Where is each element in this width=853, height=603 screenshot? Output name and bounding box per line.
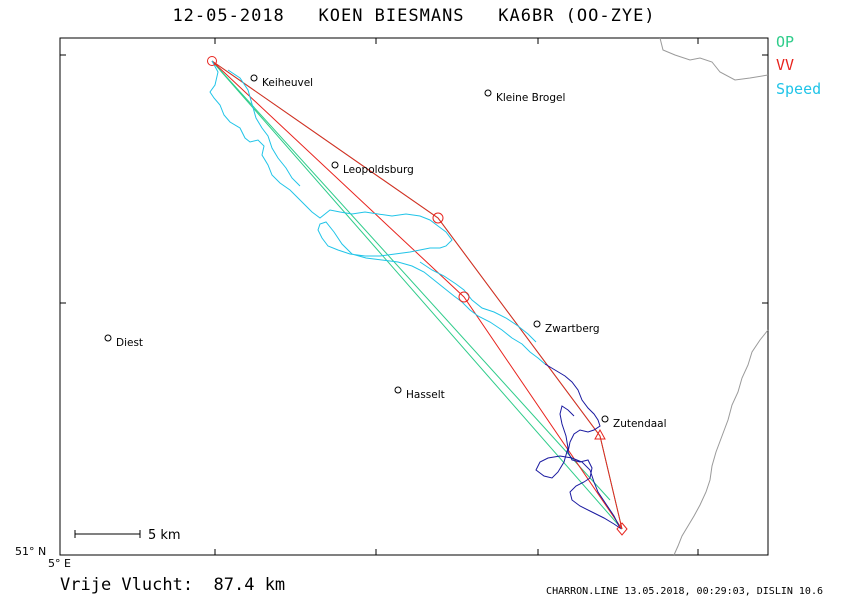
country-border-east: [673, 329, 769, 556]
town-keiheuvel-dot: [250, 74, 258, 82]
town-leopoldsburg-label: Leopoldsburg: [343, 164, 414, 176]
speed-track: [209, 60, 546, 365]
latitude-label: 51° N: [15, 545, 47, 558]
town-hasselt: Hasselt: [394, 386, 445, 401]
country-border: [659, 37, 769, 81]
vv-line: [211, 60, 623, 530]
map-title: 12-05-2018 KOEN BIESMANS KA6BR (OO-ZYE): [172, 6, 656, 26]
town-leopoldsburg: Leopoldsburg: [331, 161, 414, 176]
town-zwartberg-dot: [533, 320, 541, 328]
town-zwartberg: Zwartberg: [533, 320, 600, 335]
town-diest: Diest: [104, 334, 143, 349]
town-keiheuvel-label: Keiheuvel: [262, 77, 313, 89]
speed-track-3: [419, 261, 537, 343]
op-line: [211, 60, 623, 530]
start-point-marker: [207, 56, 217, 66]
town-zutendaal-dot: [601, 415, 609, 423]
scale-bar: 5 km: [74, 528, 181, 543]
town-leopoldsburg-dot: [331, 161, 339, 169]
town-hasselt-label: Hasselt: [406, 389, 445, 401]
frame-ticks: [60, 38, 768, 555]
turnpoint-marker-1: [432, 212, 444, 224]
town-kleine-brogel: Kleine Brogel: [484, 89, 565, 104]
finish-point-marker: [616, 522, 628, 536]
town-diest-dot: [104, 334, 112, 342]
legend-vv: VV: [776, 56, 795, 74]
turnpoint-marker-2: [458, 291, 470, 303]
op-line-2: [211, 60, 611, 501]
town-zutendaal-label: Zutendaal: [613, 418, 667, 430]
town-diest-label: Diest: [116, 337, 143, 349]
distance-summary: Vrije Vlucht: 87.4 km: [60, 575, 286, 595]
speed-track-2: [227, 69, 301, 187]
legend-speed: Speed: [776, 80, 822, 98]
turnpoint-marker-triangle: [594, 428, 606, 440]
credit-line: CHARRON.LINE 13.05.2018, 00:29:03, DISLI…: [546, 586, 823, 597]
town-kleine-brogel-dot: [484, 89, 492, 97]
legend-op: OP: [776, 33, 795, 51]
scale-bar-label: 5 km: [148, 528, 181, 543]
longitude-label: 5° E: [48, 557, 71, 570]
town-kleine-brogel-label: Kleine Brogel: [496, 92, 565, 104]
town-hasselt-dot: [394, 386, 402, 394]
town-zutendaal: Zutendaal: [601, 415, 667, 430]
town-zwartberg-label: Zwartberg: [545, 323, 600, 335]
map-frame: [59, 37, 769, 556]
town-keiheuvel: Keiheuvel: [250, 74, 313, 89]
slow-track: [535, 363, 622, 530]
